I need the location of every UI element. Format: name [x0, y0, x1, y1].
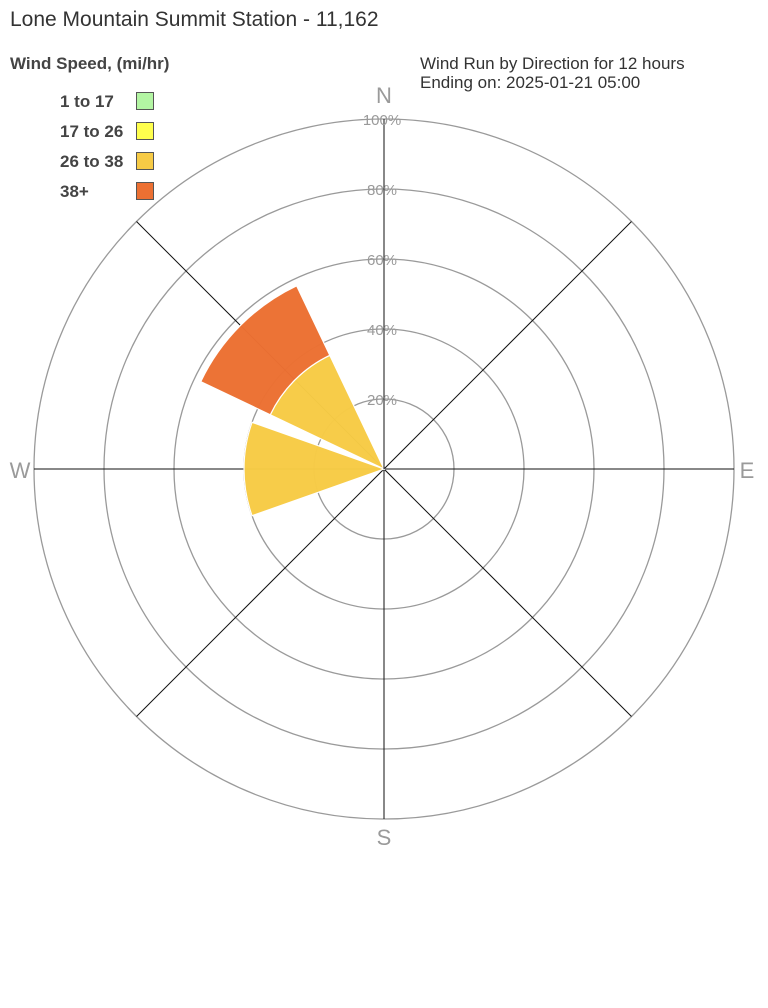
- legend: 1 to 17 17 to 26 26 to 38 38+: [60, 90, 160, 210]
- legend-label: 1 to 17: [60, 92, 114, 111]
- radial-tick-label: 80%: [367, 182, 397, 199]
- legend-label: 38+: [60, 182, 89, 201]
- subtitle-line-2: Ending on: 2025-01-21 05:00: [420, 73, 641, 92]
- legend-swatch: [136, 92, 154, 110]
- legend-label: 26 to 38: [60, 152, 124, 171]
- legend-item-1: 1 to 17: [60, 90, 160, 120]
- legend-swatch: [136, 182, 154, 200]
- legend-label: 17 to 26: [60, 122, 124, 141]
- compass-label-e: E: [740, 458, 755, 483]
- radial-tick-label: 60%: [367, 252, 397, 269]
- legend-title: Wind Speed, (mi/hr): [10, 54, 170, 73]
- radial-tick-label: 20%: [367, 392, 397, 409]
- radial-tick-label: 40%: [367, 322, 397, 339]
- legend-item-3: 26 to 38: [60, 150, 160, 180]
- petal-nw-segment: [199, 284, 331, 416]
- compass-label-n: N: [376, 83, 392, 108]
- legend-swatch: [136, 152, 154, 170]
- legend-item-2: 17 to 26: [60, 120, 160, 150]
- legend-swatch: [136, 122, 154, 140]
- chart-title: Lone Mountain Summit Station - 11,162: [10, 8, 379, 31]
- radial-tick-label: 100%: [363, 112, 401, 129]
- legend-item-4: 38+: [60, 180, 160, 210]
- chart-subtitle: Wind Run by Direction for 12 hours Endin…: [420, 54, 685, 92]
- subtitle-line-1: Wind Run by Direction for 12 hours: [420, 54, 685, 73]
- compass-label-w: W: [10, 458, 31, 483]
- compass-label-s: S: [377, 825, 392, 850]
- petal-w-segment: [243, 421, 386, 517]
